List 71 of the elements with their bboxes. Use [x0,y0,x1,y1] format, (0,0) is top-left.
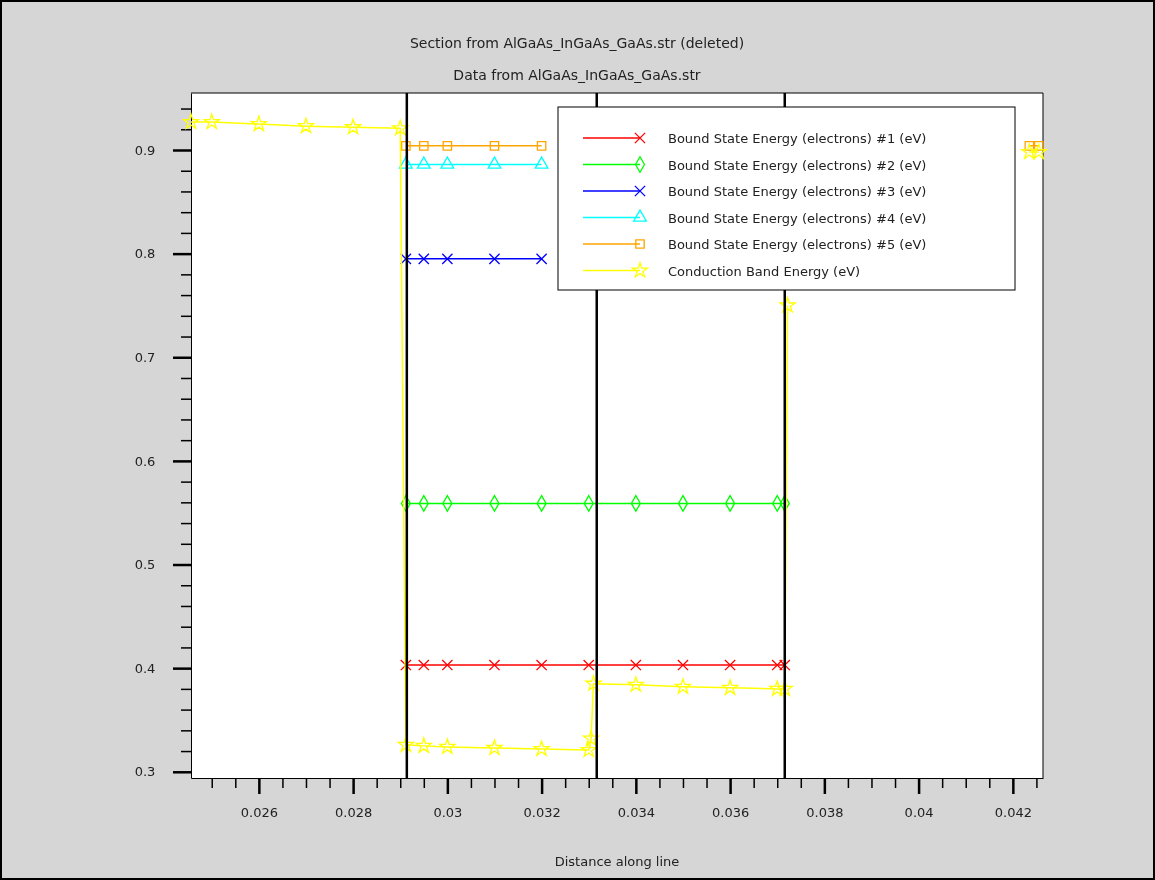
legend-label: Conduction Band Energy (eV) [668,263,861,279]
y-tick-label: 0.4 [134,660,156,676]
point [250,115,268,132]
point [439,738,456,754]
point [724,659,736,671]
x-tick-label: 0.04 [904,805,934,821]
point [416,156,431,169]
y-tick-label: 0.9 [134,142,156,158]
y-tick-label: 0.5 [134,557,156,573]
x-tick-label: 0.042 [994,805,1032,821]
point [779,296,796,313]
y-tick-label: 0.8 [134,246,156,262]
point [769,680,786,696]
point [297,117,315,134]
point [536,141,547,151]
point [401,141,411,151]
legend-label: Bound State Energy (electrons) #1 (eV) [668,131,927,146]
x-tick-label: 0.038 [806,805,844,821]
point [397,736,415,752]
y-tick-label: 0.3 [134,764,156,780]
point [182,113,200,130]
point [533,740,550,757]
point [488,659,501,671]
point [1021,143,1038,160]
point [487,156,502,169]
x-axis-title: Distance along line [554,854,680,869]
point [489,141,500,151]
x-tick-label: 0.028 [335,805,373,821]
point [442,141,453,151]
x-tick-label: 0.034 [617,805,655,821]
point [535,253,548,265]
x-tick-label: 0.036 [711,805,750,821]
point [582,659,595,671]
point [400,659,412,671]
legend-label: Bound State Energy (electrons) #5 (eV) [668,237,927,252]
x-tick-label: 0.026 [240,805,278,821]
chart-title: Section from AlGaAs_InGaAs_GaAs.str (deleted) [409,35,745,51]
point [398,156,413,169]
point [627,676,645,692]
legend-label: Bound State Energy (electrons) #4 (eV) [668,210,927,226]
point [486,739,503,755]
point [203,113,220,130]
point [418,253,430,265]
point [721,679,739,695]
legend-label: Bound State Energy (electrons) #2 (eV) [668,157,927,173]
y-tick-label: 0.7 [134,349,156,365]
point [630,659,642,671]
x-tick-label: 0.03 [433,805,463,821]
point [441,253,454,265]
point [392,119,409,136]
point [674,678,692,694]
point [415,737,432,753]
point [534,156,549,169]
point [580,741,597,758]
point [418,141,429,151]
point [344,118,362,135]
x-tick-label: 0.032 [523,805,561,821]
point [582,730,600,746]
point [776,680,793,696]
point [535,659,548,671]
legend-label: Bound State Energy (electrons) #3 (eV) [668,184,927,199]
point [677,659,689,671]
point [585,675,602,691]
y-tick-label: 0.6 [134,453,156,469]
point [1030,143,1047,160]
point [440,156,455,169]
point [400,253,412,265]
point [418,659,430,671]
point [441,659,454,671]
chart-subtitle: Data from AlGaAs_InGaAs_GaAs.str [453,67,701,83]
point [488,253,501,265]
